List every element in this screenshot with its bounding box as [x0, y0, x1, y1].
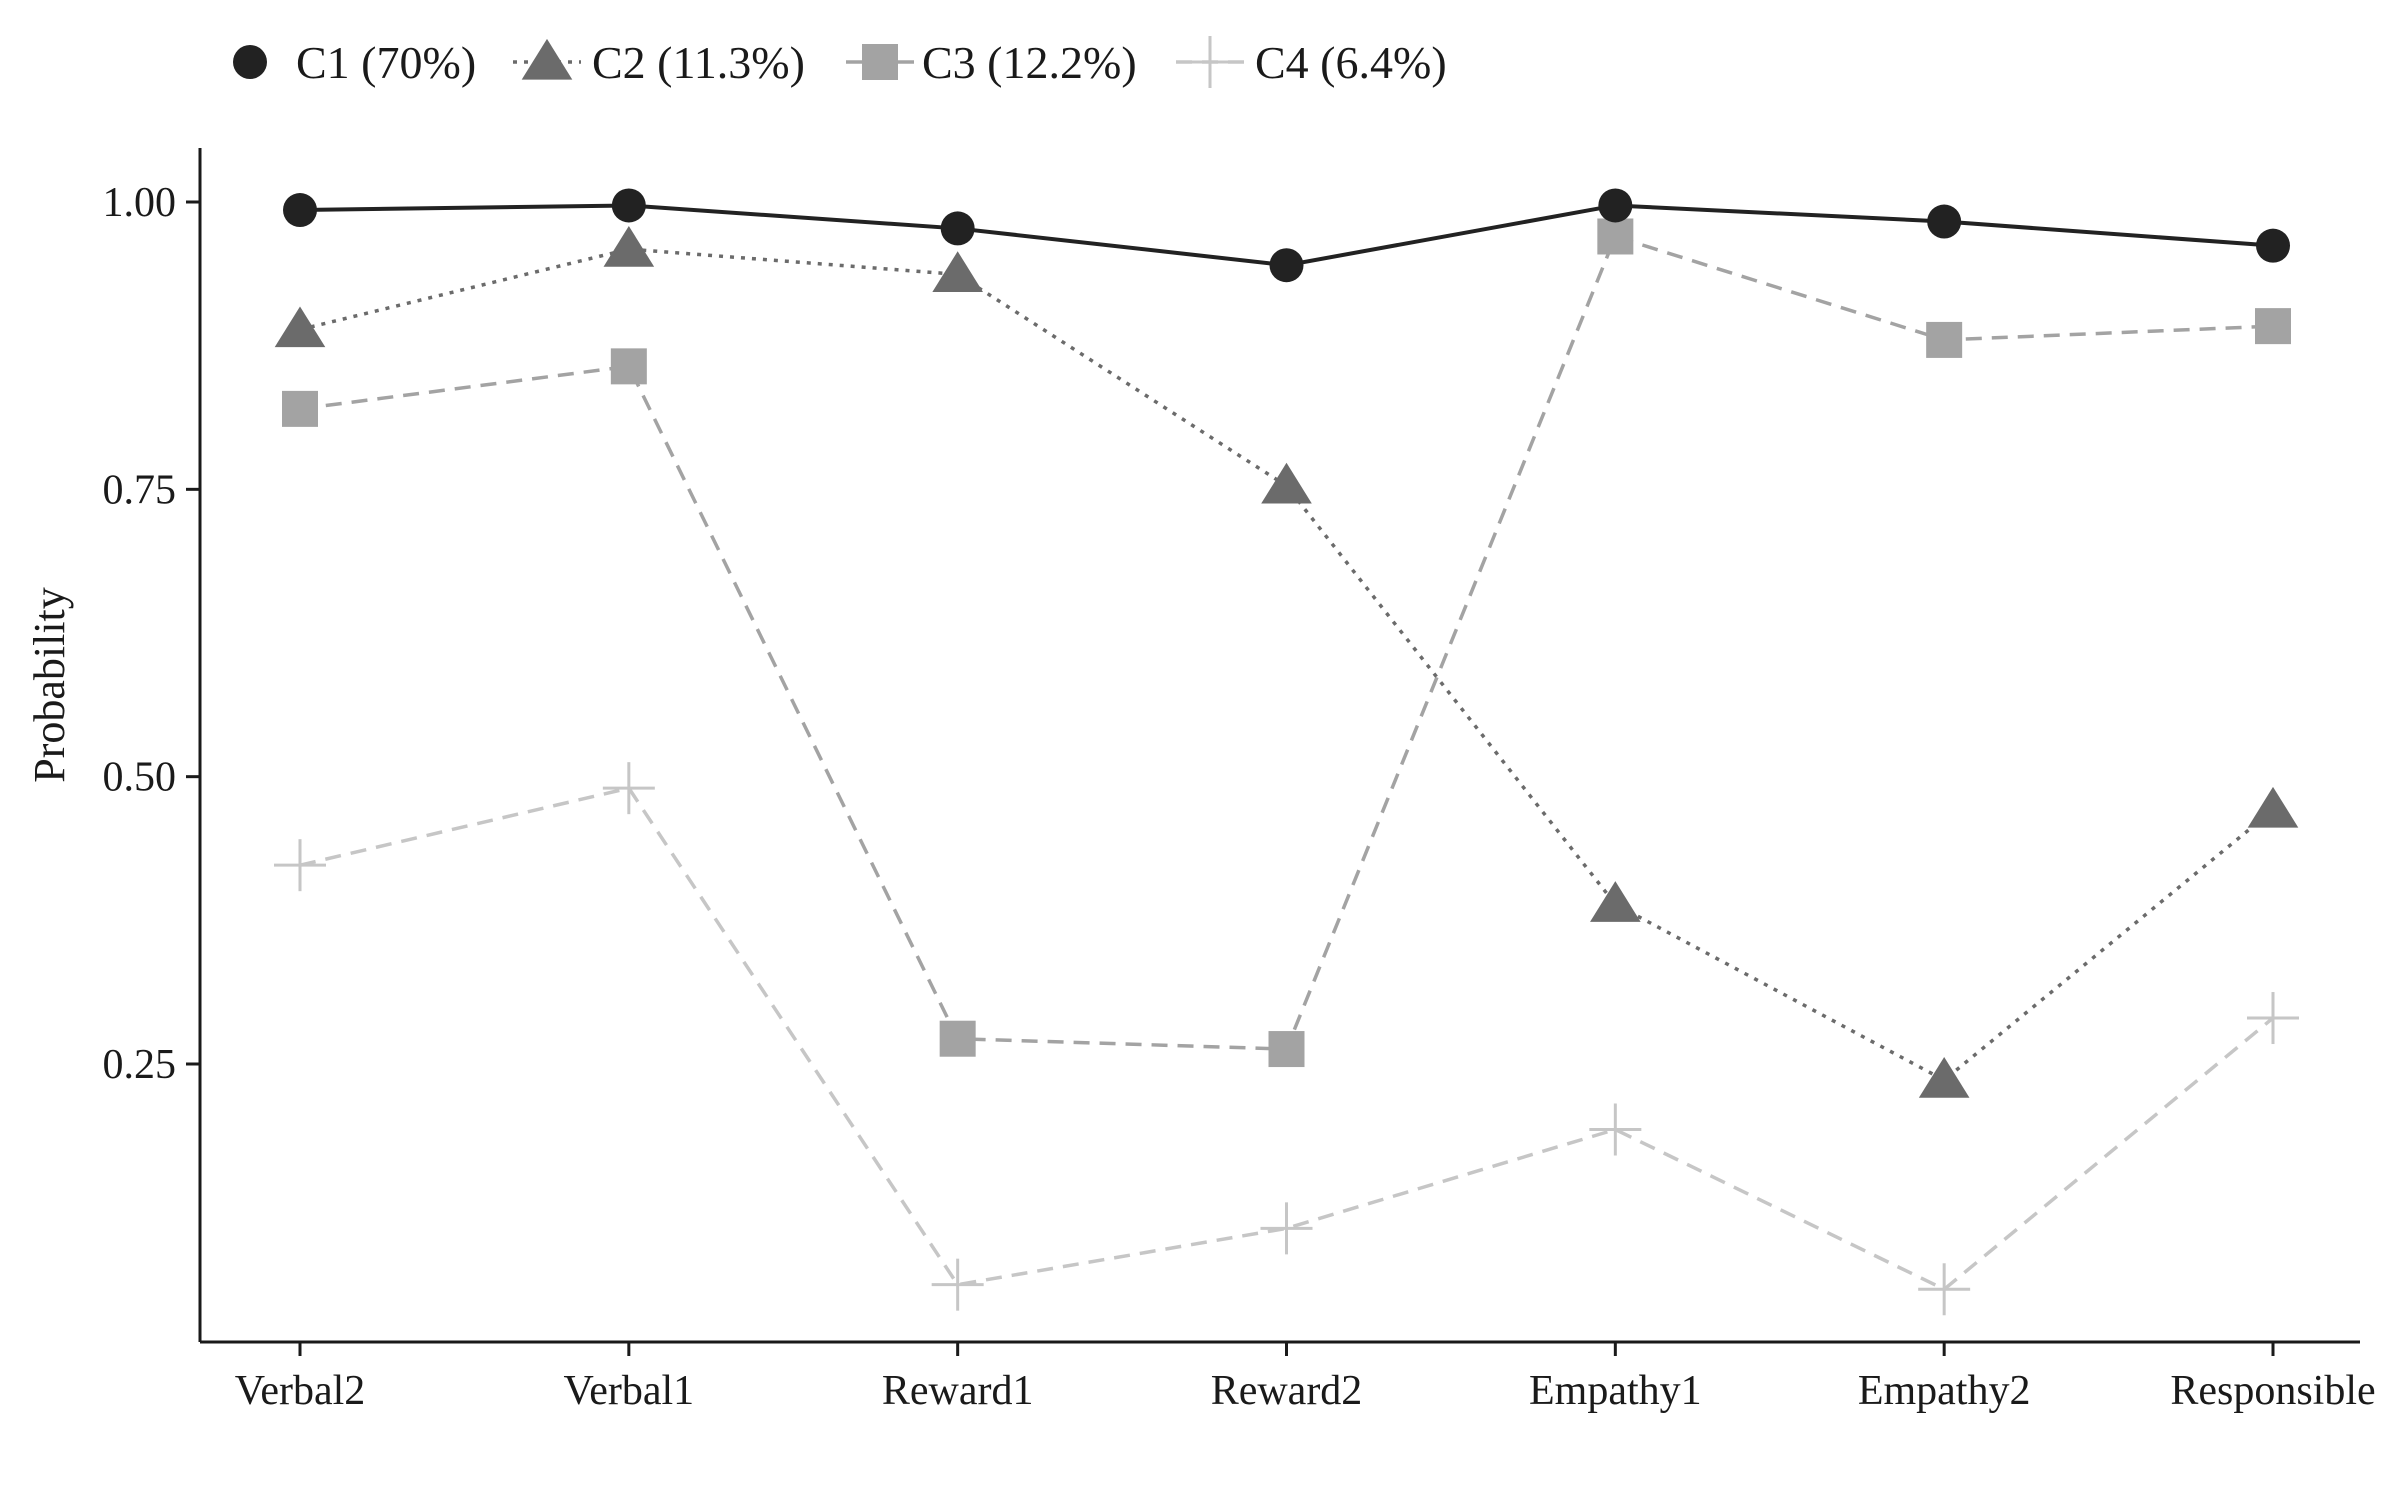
axes: 1.00 0.75 0.50 0.25 Verbal2 Verbal1 Reward1 Rew… [103, 148, 2376, 1414]
legend-label-3: C3 (12.2%) [922, 37, 1137, 88]
series-4-point-verbal1 [602, 762, 655, 815]
series-3-point-verbal2 [282, 390, 318, 427]
series-3-point-empathy1 [1597, 218, 1634, 255]
series-3-point-empathy2 [1926, 321, 1963, 358]
series-4-point-responsible [2247, 992, 2299, 1045]
x-tick-label: Empathy1 [1529, 1368, 1702, 1414]
series-3-line [299, 234, 2274, 1051]
series-4-point-empathy1 [1589, 1103, 1642, 1156]
series-4-point-verbal2 [274, 839, 326, 892]
series-2-point-reward1 [932, 251, 983, 293]
series-1 [283, 188, 2290, 283]
series-4-point-reward2 [1260, 1202, 1313, 1255]
legend-item-3: C3 (12.2%) [846, 37, 1137, 88]
series-2-line [299, 247, 2275, 1083]
legend-marker-4 [1184, 36, 1236, 88]
legend-label-2: C2 (11.3%) [592, 37, 805, 88]
x-tick-label: Verbal2 [235, 1368, 366, 1414]
legend-label-1: C1 (70%) [296, 37, 476, 88]
series-2-point-empathy2 [1918, 1056, 1970, 1098]
series-2-point-empathy1 [1590, 881, 1641, 922]
series-layer [274, 188, 2299, 1316]
series-3-point-reward2 [1268, 1031, 1305, 1068]
series-3-point-responsible [2255, 308, 2291, 345]
series-1-point-empathy2 [1927, 204, 1962, 239]
y-axis-title: Probability [25, 587, 74, 783]
legend: C1 (70%) C2 (11.3%) C3 (12.2%) C4 (6.4%) [233, 36, 1447, 88]
x-tick-label: Reward1 [882, 1368, 1034, 1414]
legend-marker-1 [233, 45, 267, 79]
x-tick-label: Reward2 [1211, 1368, 1363, 1414]
legend-item-4: C4 (6.4%) [1176, 36, 1447, 88]
series-1-point-verbal2 [283, 193, 317, 228]
series-2-point-verbal2 [274, 306, 326, 348]
series-4 [274, 762, 2299, 1316]
y-tick-label: 0.50 [103, 755, 177, 801]
legend-marker-2 [521, 38, 573, 80]
series-4-point-empathy2 [1918, 1263, 1971, 1316]
x-tick-label: Responsible [2170, 1368, 2375, 1414]
x-tick-label: Empathy2 [1858, 1368, 2031, 1414]
series-1-point-verbal1 [611, 188, 646, 223]
series-3-point-verbal1 [610, 348, 647, 385]
series-2-point-verbal1 [603, 226, 655, 267]
series-4-point-reward1 [931, 1258, 984, 1311]
legend-item-1: C1 (70%) [233, 37, 476, 88]
series-3-point-reward1 [939, 1020, 976, 1057]
series-1-point-responsible [2256, 228, 2290, 263]
y-tick-label: 1.00 [103, 180, 177, 226]
legend-item-2: C2 (11.3%) [513, 37, 805, 88]
series-1-point-reward2 [1269, 248, 1304, 283]
series-2-point-responsible [2247, 786, 2299, 828]
series-3 [282, 218, 2291, 1068]
x-tick-label: Verbal1 [564, 1368, 695, 1414]
y-tick-label: 0.75 [103, 467, 177, 513]
series-1-point-empathy1 [1598, 188, 1633, 223]
y-tick-label: 0.25 [103, 1042, 177, 1088]
legend-label-4: C4 (6.4%) [1255, 37, 1447, 88]
legend-marker-3 [862, 44, 898, 80]
series-2 [274, 226, 2299, 1098]
series-1-point-reward1 [940, 211, 975, 246]
series-2-point-reward2 [1261, 462, 1312, 504]
